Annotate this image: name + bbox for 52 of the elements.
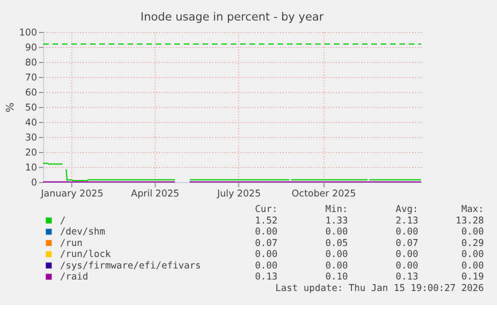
text: 0.00 xyxy=(325,249,348,260)
y-tick-label: 70 xyxy=(25,72,38,84)
chart-title: Inode usage in percent - by year xyxy=(140,10,324,24)
x-tick-label: October 2025 xyxy=(292,188,356,200)
text: 0.00 xyxy=(255,226,278,238)
y-tick-label: 0 xyxy=(31,177,38,188)
text: 0.00 xyxy=(396,260,419,272)
y-tick-label: 80 xyxy=(25,57,38,68)
y-tick-label: 100 xyxy=(19,27,38,38)
text: 0.29 xyxy=(461,238,484,249)
x-tick-label: July 2025 xyxy=(216,188,261,200)
text: 0.00 xyxy=(461,260,484,272)
y-tick-label: 40 xyxy=(25,117,38,128)
legend-label: / xyxy=(60,215,66,226)
text: Avg: xyxy=(396,204,418,216)
y-tick-label: 20 xyxy=(25,147,38,158)
legend-label: /raid xyxy=(60,272,88,283)
text: 0.00 xyxy=(461,226,484,238)
text: 0.19 xyxy=(461,272,484,283)
legend-label: /dev/shm xyxy=(60,226,106,238)
y-tick-label: 60 xyxy=(25,87,38,98)
text: 0.13 xyxy=(396,272,418,283)
text: 0.00 xyxy=(325,260,348,272)
y-tick-label: 30 xyxy=(25,132,38,144)
y-axis-title: % xyxy=(4,102,17,112)
text: Min: xyxy=(325,204,348,216)
text: 0.10 xyxy=(325,272,348,283)
y-tick-label: 50 xyxy=(25,102,38,114)
y-tick-label: 10 xyxy=(25,162,38,174)
text: 0.00 xyxy=(396,226,419,238)
legend-label: /run/lock xyxy=(60,249,112,260)
text: 0.00 xyxy=(255,260,278,272)
text: 0.00 xyxy=(396,249,419,260)
text: 0.05 xyxy=(325,238,348,249)
x-tick-label: April 2025 xyxy=(131,188,180,200)
text: 2.13 xyxy=(396,215,418,226)
legend-label: /run xyxy=(60,238,83,249)
text: 13.28 xyxy=(456,215,484,226)
text: 0.00 xyxy=(325,226,348,238)
text: Cur: xyxy=(255,204,278,216)
text: 0.07 xyxy=(255,238,278,249)
text: Max: xyxy=(461,204,484,216)
text: 1.52 xyxy=(255,215,278,226)
text: 0.00 xyxy=(461,249,484,260)
text: Last update: Thu Jan 15 19:00:27 2026 xyxy=(275,282,484,294)
text: 0.07 xyxy=(396,238,418,249)
legend-label: /sys/firmware/efi/efivars xyxy=(60,260,201,272)
text: 0.00 xyxy=(255,249,278,260)
y-tick-label: 90 xyxy=(25,42,38,54)
text: 0.13 xyxy=(255,272,278,283)
x-tick-label: January 2025 xyxy=(40,188,104,200)
text: 1.33 xyxy=(325,215,348,226)
